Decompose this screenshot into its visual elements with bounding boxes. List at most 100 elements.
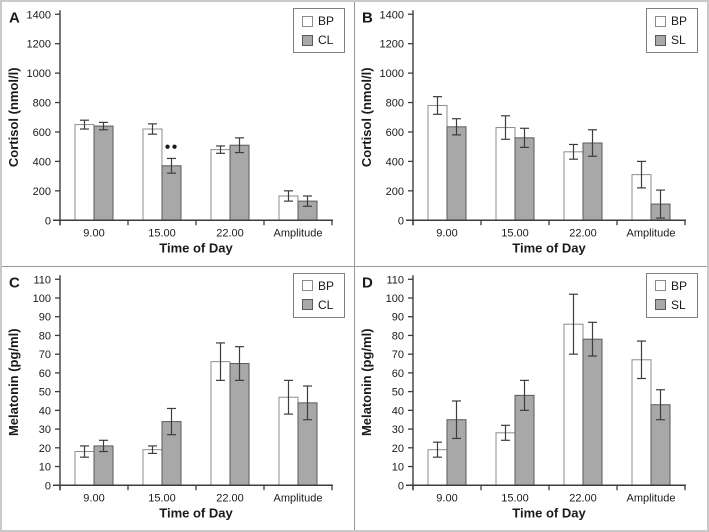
x-tick-label: Amplitude [627,492,676,504]
x-tick-label: 15.00 [501,227,529,239]
y-tick-label: 1200 [27,39,51,51]
bar-sl-9.00 [446,126,467,221]
bar-bp-15.00 [495,127,516,221]
y-tick-label: 40 [392,405,404,417]
panel-d-melatonin-bp-sl: D Melatonin (pg/ml) Time of Day 0 10 20 30 4… [355,266,707,530]
bar-bp-22.00 [210,149,231,221]
panel-c-melatonin-bp-cl: C Melatonin (pg/ml) Time of Day 0 10 20 30 4… [2,266,354,530]
bar-cl-15.00 [161,165,182,221]
panel-c-plot: C Melatonin (pg/ml) Time of Day 0 10 20 30 4… [6,274,333,520]
bar-cl-22.00 [229,362,250,486]
panel-letter: C [9,274,20,291]
legend: BP SL [645,8,698,53]
y-tick-label: 80 [392,330,404,342]
panel-a-plot: A Cortisol (nmol/l) Time of Day 0 200 400 6… [6,9,333,255]
y-tick-label: 50 [39,386,51,398]
sl-swatch-icon [654,299,666,310]
bar-sl-15.00 [514,137,535,221]
sl-swatch-icon [654,34,666,46]
y-tick-label: 1200 [380,39,404,51]
y-tick-label: 100 [33,292,51,304]
y-axis-title: Cortisol (nmol/l) [359,67,374,167]
y-tick-label: 1000 [27,68,51,80]
y-tick-label: 0 [398,480,404,492]
x-tick-label: 22.00 [569,492,597,504]
panel-d-plot: D Melatonin (pg/ml) Time of Day 0 10 20 30 4… [359,274,686,520]
y-tick-label: 1400 [27,9,51,21]
y-tick-label: 60 [392,367,404,379]
legend-entry-bp: BP [654,14,687,28]
x-axis-title: Time of Day [159,505,233,520]
x-tick-label: 9.00 [83,227,104,239]
y-tick-label: 200 [386,186,404,198]
y-tick-label: 10 [392,461,404,473]
y-tick-label: 110 [386,274,404,286]
panel-letter: A [9,9,20,26]
y-tick-label: 1000 [380,68,404,80]
y-tick-label: 200 [33,186,51,198]
legend-label: CL [317,297,334,312]
y-tick-label: 400 [386,156,404,168]
y-tick-label: 80 [39,330,51,342]
bar-bp-9.00 [74,124,95,221]
x-tick-label: 9.00 [436,227,457,239]
bp-swatch-icon [301,15,313,27]
x-tick-label: 15.00 [148,227,176,239]
y-tick-label: 90 [39,311,51,323]
y-axis-title: Melatonin (pg/ml) [6,328,21,436]
bar-sl-22.00 [582,338,603,486]
y-tick-label: 50 [392,386,404,398]
x-axis-title: Time of Day [159,240,233,255]
legend: BP CL [292,8,345,53]
y-tick-label: 90 [392,311,404,323]
legend-entry-cl: CL [301,34,334,46]
y-tick-label: 20 [392,442,404,454]
y-tick-label: 20 [39,442,51,454]
legend-label: SL [670,297,686,312]
legend-entry-sl: SL [654,297,687,312]
y-tick-label: 800 [386,98,404,110]
bar-bp-22.00 [563,151,584,221]
y-tick-label: 10 [39,461,51,473]
panel-letter: D [362,274,373,291]
bar-cl-22.00 [229,144,250,221]
x-tick-label: 15.00 [148,492,176,504]
legend-label: BP [670,14,687,28]
y-tick-label: 600 [33,127,51,139]
x-axis-title: Time of Day [512,505,586,520]
cl-swatch-icon [301,299,313,310]
bar-bp-15.00 [142,448,163,486]
panel-letter: B [362,9,373,26]
legend-entry-sl: SL [654,33,687,47]
bar-bp-15.00 [142,128,163,221]
y-tick-label: 70 [39,349,51,361]
panel-b-plot: B Cortisol (nmol/l) Time of Day 0 200 400 6… [359,9,686,255]
x-tick-label: 22.00 [216,227,244,239]
y-tick-label: 0 [45,480,51,492]
y-tick-label: 400 [33,156,51,168]
x-tick-label: 15.00 [501,492,529,504]
legend: BP SL [645,272,698,318]
legend: BP CL [292,272,345,318]
x-tick-label: Amplitude [274,492,323,504]
legend-label: BP [317,14,334,28]
bar-cl-9.00 [93,125,114,221]
legend-label: BP [317,278,334,293]
cl-swatch-icon [301,34,313,46]
legend-entry-cl: CL [301,297,334,312]
y-tick-label: 0 [45,215,51,227]
y-tick-label: 1400 [380,9,404,21]
y-tick-label: 800 [33,98,51,110]
bar-bp-9.00 [427,104,448,221]
x-tick-label: 22.00 [216,492,244,504]
y-tick-label: 40 [39,405,51,417]
legend-label: BP [670,278,687,293]
legend-entry-bp: BP [301,278,334,293]
y-tick-label: 60 [39,367,51,379]
y-axis-title: Melatonin (pg/ml) [359,328,374,436]
y-tick-label: 30 [39,424,51,436]
panel-b-cortisol-bp-sl: B Cortisol (nmol/l) Time of Day 0 200 400 6… [355,2,707,266]
legend-label: SL [670,33,686,47]
y-tick-label: 100 [386,292,404,304]
